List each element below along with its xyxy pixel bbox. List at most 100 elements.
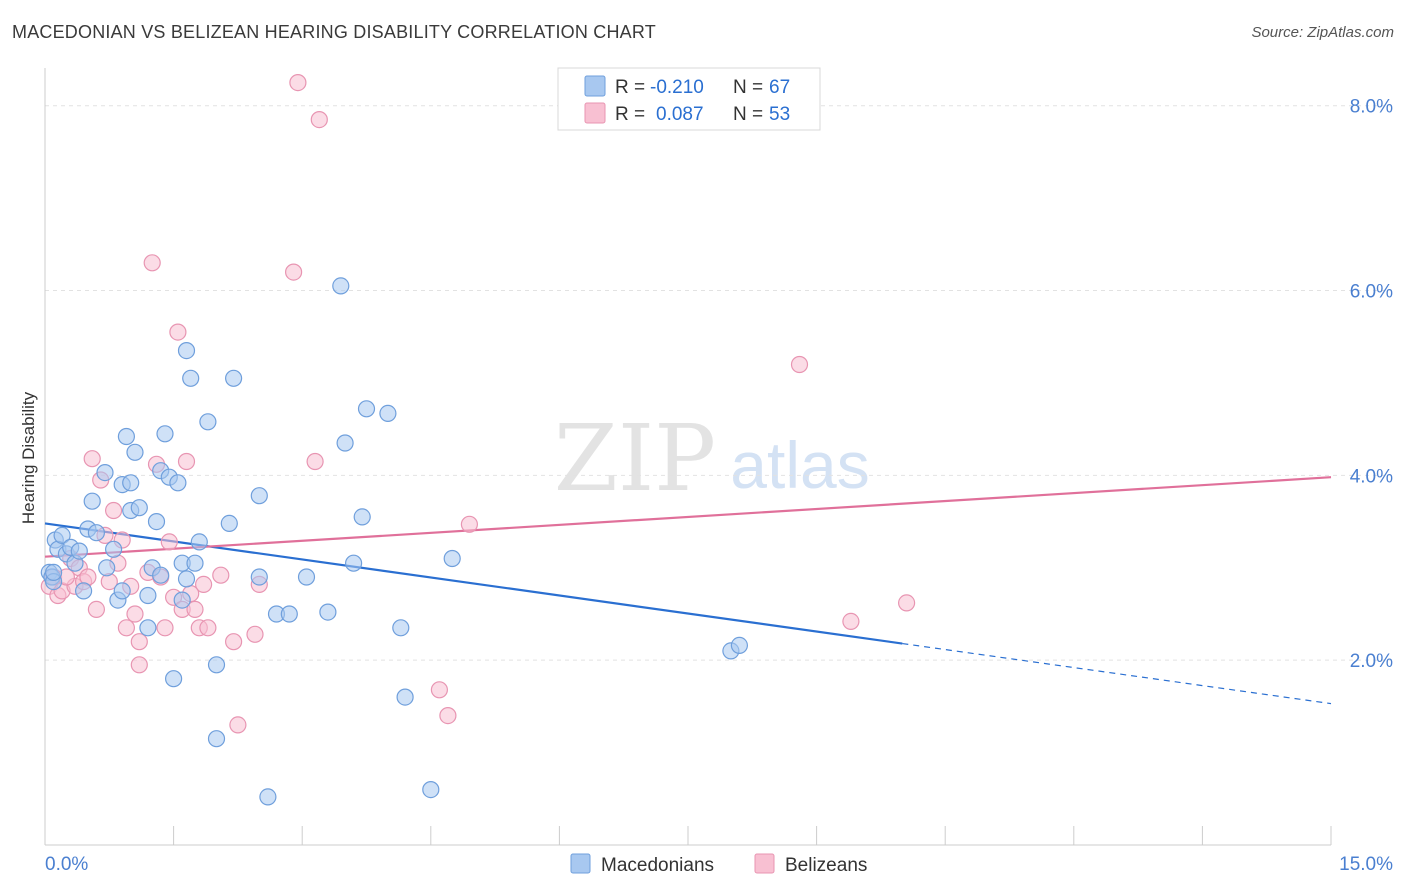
point-belizeans — [842, 612, 860, 631]
point-macedonians — [96, 464, 114, 482]
point-belizeans — [310, 110, 328, 129]
bottom-legend-swatch-macedonians — [570, 853, 591, 874]
point-macedonians — [353, 508, 371, 526]
point-belizeans — [156, 619, 174, 637]
point-macedonians — [117, 427, 136, 446]
point-macedonians — [169, 474, 187, 492]
point-macedonians — [152, 566, 170, 584]
legend-r-label-belizeans: R = — [615, 104, 645, 125]
trend-lines — [44, 476, 1332, 705]
point-macedonians — [53, 526, 71, 545]
point-macedonians — [182, 369, 200, 387]
point-macedonians — [250, 487, 268, 505]
point-belizeans — [87, 600, 106, 619]
stats-legend: R = -0.210 N = 67 R = 0.087 N = 53 — [557, 67, 821, 131]
point-belizeans — [117, 619, 136, 637]
legend-r-label-macedonians: R = — [615, 77, 645, 98]
y-tick-label: 2.0% — [1350, 651, 1393, 672]
point-macedonians — [392, 619, 410, 637]
y-tick-label: 8.0% — [1350, 97, 1393, 118]
legend-n-label-belizeans: N = — [733, 104, 763, 125]
point-macedonians — [332, 277, 350, 295]
point-macedonians — [186, 554, 204, 572]
point-belizeans — [790, 355, 809, 374]
point-macedonians — [139, 586, 157, 605]
grid-lines — [45, 105, 1392, 661]
y-tick-label: 6.0% — [1350, 282, 1393, 303]
point-macedonians — [190, 533, 208, 551]
point-macedonians — [319, 603, 337, 621]
x-tick-label: 15.0% — [1339, 854, 1393, 875]
point-belizeans — [229, 716, 247, 734]
point-macedonians — [396, 688, 414, 706]
legend-n-label-macedonians: N = — [733, 77, 763, 98]
point-belizeans — [126, 605, 144, 623]
point-belizeans — [897, 594, 916, 612]
point-belizeans — [160, 533, 178, 551]
point-macedonians — [730, 636, 749, 655]
point-macedonians — [74, 582, 93, 600]
point-macedonians — [126, 443, 144, 461]
point-macedonians — [130, 499, 148, 517]
point-macedonians — [70, 542, 88, 560]
point-belizeans — [430, 681, 448, 699]
watermark-atlas: atlas — [730, 428, 869, 502]
point-belizeans — [285, 263, 303, 281]
point-macedonians — [165, 670, 183, 688]
point-belizeans — [177, 452, 196, 471]
point-macedonians — [259, 788, 277, 806]
y-tick-label: 4.0% — [1350, 466, 1393, 487]
point-belizeans — [225, 633, 243, 651]
point-macedonians — [98, 559, 116, 577]
point-macedonians — [44, 563, 63, 582]
point-belizeans — [439, 706, 457, 725]
legend-swatch-belizeans — [584, 102, 606, 124]
point-belizeans — [186, 600, 204, 619]
scatter-points — [40, 73, 916, 806]
point-macedonians — [357, 400, 376, 418]
point-macedonians — [207, 656, 226, 674]
point-belizeans — [460, 515, 478, 533]
point-macedonians — [177, 342, 196, 360]
legend-r-value-belizeans: 0.087 — [656, 104, 704, 125]
point-belizeans — [199, 619, 217, 637]
point-macedonians — [147, 512, 166, 531]
point-macedonians — [336, 434, 354, 452]
legend-n-value-belizeans: 53 — [769, 104, 790, 125]
point-macedonians — [443, 549, 461, 568]
point-macedonians — [379, 404, 397, 422]
point-belizeans — [246, 625, 264, 643]
point-macedonians — [422, 780, 440, 799]
point-macedonians — [345, 554, 363, 572]
legend-r-value-macedonians: -0.210 — [650, 77, 704, 98]
bottom-legend-label-macedonians: Macedonians — [601, 855, 714, 876]
point-macedonians — [113, 582, 131, 600]
series-legend: Macedonians Belizeans — [570, 853, 867, 876]
point-macedonians — [199, 413, 217, 431]
point-macedonians — [207, 730, 226, 748]
point-belizeans — [306, 452, 324, 471]
point-macedonians — [220, 514, 238, 533]
trendline-belizeans — [44, 476, 1332, 558]
legend-n-value-macedonians: 67 — [769, 77, 790, 98]
point-macedonians — [122, 474, 140, 492]
trendline-macedonians-extension — [902, 642, 1332, 705]
chart-source: Source: ZipAtlas.com — [1251, 24, 1394, 41]
chart-title: MACEDONIAN VS BELIZEAN HEARING DISABILIT… — [12, 22, 656, 42]
point-belizeans — [130, 633, 148, 651]
point-macedonians — [297, 568, 316, 586]
y-axis-label: Hearing Disability — [19, 391, 38, 524]
axes: 2.0% 4.0% 6.0% 8.0% 0.0% 15.0% — [44, 68, 1393, 875]
legend-swatch-macedonians — [584, 75, 606, 97]
bottom-legend-swatch-belizeans — [754, 853, 775, 874]
point-belizeans — [104, 501, 123, 520]
point-macedonians — [280, 605, 298, 623]
x-tick-label: 0.0% — [45, 854, 88, 875]
point-belizeans — [83, 450, 101, 468]
point-macedonians — [83, 492, 101, 510]
point-belizeans — [289, 73, 307, 92]
point-belizeans — [212, 566, 230, 584]
point-belizeans — [130, 656, 148, 674]
watermark-zip: ZIP — [554, 405, 716, 512]
